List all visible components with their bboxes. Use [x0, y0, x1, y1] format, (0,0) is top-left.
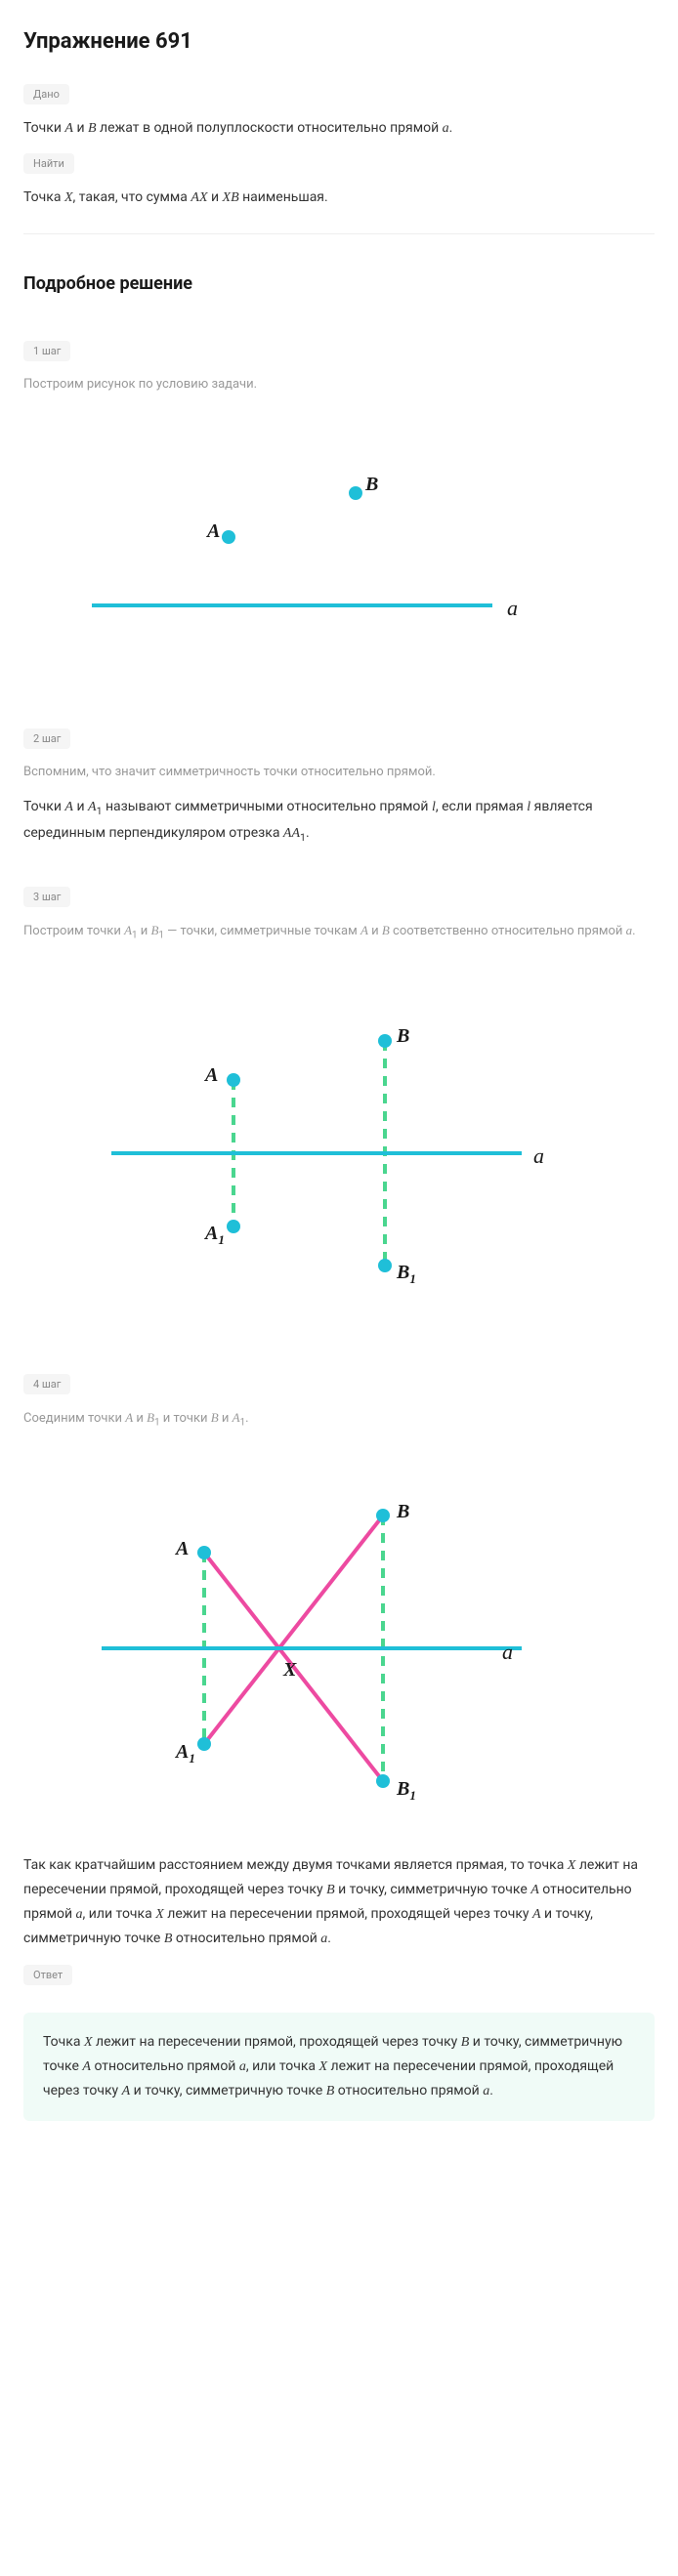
diagram-3: a A B A1 B1 X [23, 1455, 655, 1830]
divider [23, 233, 655, 234]
find-label: Найти [23, 153, 74, 174]
step2-label: 2 шаг [23, 728, 70, 749]
answer-text: Точка X лежит на пересечении прямой, про… [43, 2030, 635, 2104]
find-text: Точка X, такая, что сумма AX и XB наимен… [23, 186, 655, 210]
step3-text: Построим точки A1 и B1 — точки, симметри… [23, 919, 655, 944]
answer-label: Ответ [23, 1965, 72, 1985]
svg-text:X: X [282, 1659, 297, 1681]
given-text: Точки A и B лежат в одной полуплоскости … [23, 116, 655, 141]
conclusion-text: Так как кратчайшим расстоянием между дву… [23, 1853, 655, 1952]
diagram-2: a A B A1 B1 [23, 968, 655, 1323]
svg-text:B: B [364, 474, 378, 495]
answer-box: Точка X лежит на пересечении прямой, про… [23, 2013, 655, 2122]
svg-text:A: A [203, 1064, 218, 1086]
step3-label: 3 шаг [23, 887, 70, 907]
solution-title: Подробное решение [23, 273, 655, 294]
svg-text:B1: B1 [396, 1262, 416, 1286]
diagram-1: a A B [23, 420, 655, 678]
step2-text2: Точки A и A1 называют симметричными отно… [23, 795, 655, 847]
svg-text:a: a [533, 1143, 544, 1168]
given-label: Дано [23, 84, 69, 104]
step1-text: Построим рисунок по условию задачи. [23, 373, 655, 395]
svg-text:B: B [396, 1025, 409, 1047]
step2-text1: Вспомним, что значит симметричность точк… [23, 761, 655, 783]
step1-label: 1 шаг [23, 341, 70, 361]
svg-text:A1: A1 [174, 1741, 195, 1766]
step4-label: 4 шаг [23, 1374, 70, 1394]
svg-text:a: a [507, 596, 518, 620]
svg-text:B: B [396, 1501, 409, 1522]
svg-text:A: A [205, 520, 220, 542]
svg-text:a: a [502, 1640, 513, 1664]
svg-text:A: A [174, 1538, 189, 1559]
page-title: Упражнение 691 [23, 29, 655, 54]
step4-text: Соединим точки A и B1 и точки B и A1. [23, 1406, 655, 1432]
svg-text:B1: B1 [396, 1778, 416, 1803]
svg-text:A1: A1 [203, 1223, 225, 1247]
